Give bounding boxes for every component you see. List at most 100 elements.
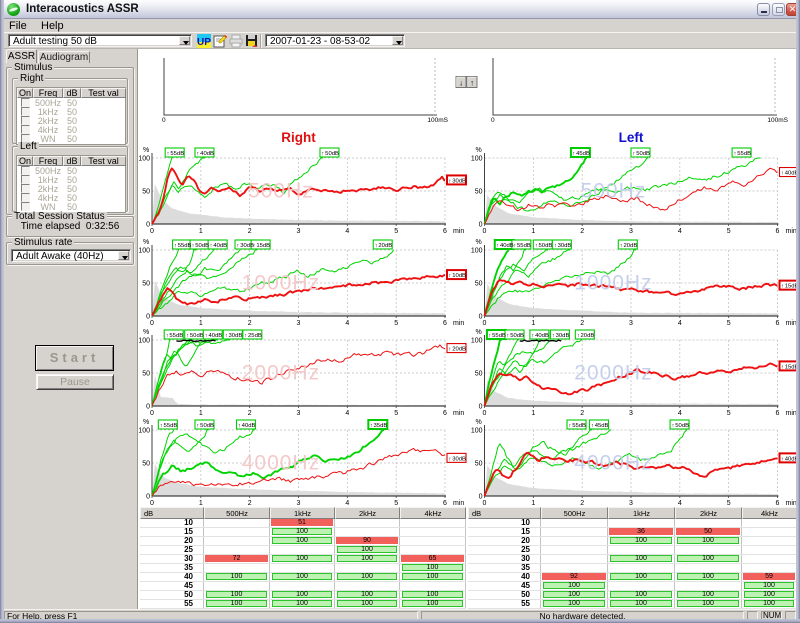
detection-flag — [242, 329, 263, 340]
flag-arrow-icon: ↑ — [174, 243, 177, 249]
combo-dropdown-icon[interactable] — [392, 36, 403, 45]
threshold-cell-no-response: 65 — [401, 555, 464, 562]
grid-line — [468, 563, 797, 564]
chart-box — [529, 329, 550, 340]
chart-right-4000hz — [151, 419, 467, 498]
sidebar-panel: ASSR Audiogram Stimulus Right On Freq dB Te… — [4, 49, 138, 609]
stimulus-on-checkbox[interactable] — [21, 107, 30, 116]
flag-label: 15dB — [785, 364, 799, 370]
chart-text: 1 — [531, 410, 535, 417]
chart-text: 0 — [146, 222, 150, 229]
threshold-col-header: dB — [468, 507, 541, 519]
chart-text: 3 — [629, 500, 633, 507]
current-level-flag — [446, 174, 467, 186]
flag-arrow-icon: ↑ — [572, 151, 575, 157]
threshold-cell-response: 100 — [610, 537, 672, 544]
detection-flag — [569, 147, 591, 158]
green-response-curve — [151, 249, 257, 317]
flag-arrow-icon: ↑ — [620, 243, 623, 249]
stimulus-on-checkbox[interactable] — [21, 98, 30, 107]
tab-assr[interactable]: ASSR — [6, 49, 37, 63]
chart-box — [455, 76, 467, 88]
chart-box — [446, 174, 467, 186]
save-icon[interactable] — [245, 34, 259, 48]
chart-text: 4 — [345, 410, 349, 417]
test-profile-combobox[interactable]: Adult testing 50 dB — [8, 34, 192, 47]
green-response-curve — [484, 339, 583, 407]
chart-text: 0 — [479, 222, 483, 229]
flag-label: 50dB — [325, 151, 339, 157]
chart-text: 100 — [138, 156, 150, 163]
grid-line — [468, 572, 797, 573]
window-title: Interacoustics ASSR — [26, 3, 139, 15]
tab-audiogram[interactable]: Audiogram — [38, 51, 90, 63]
threshold-cell-no-response: 36 — [609, 528, 673, 535]
chart-text: 0 — [483, 228, 487, 235]
flag-label: 50dB — [675, 423, 689, 429]
edit-report-icon[interactable] — [213, 34, 228, 48]
chart-text: 100 — [138, 248, 150, 255]
threshold-db-label: 10 — [521, 518, 530, 527]
stimulus-on-checkbox[interactable] — [21, 193, 30, 202]
chart-text: 4000Hz — [574, 452, 652, 475]
stimulus-on-checkbox[interactable] — [21, 125, 30, 134]
chart-text: 6 — [776, 320, 780, 327]
flag-label: 20dB — [452, 347, 466, 353]
flag-arrow-icon: ↑ — [225, 333, 228, 339]
red-response-curve — [151, 344, 445, 406]
flag-arrow-icon: ↑ — [633, 151, 636, 157]
current-level-flag — [446, 343, 467, 354]
stimulus-on-checkbox[interactable] — [21, 175, 30, 184]
stimulus-rate-combobox[interactable]: Adult Awake (40Hz) — [11, 249, 131, 262]
chart-text: 6 — [776, 410, 780, 417]
grid-line — [140, 599, 466, 600]
chart-text: 6 — [443, 228, 447, 235]
chart-text: 5 — [727, 410, 731, 417]
minimize-button[interactable] — [757, 3, 770, 16]
scroll-up-button[interactable] — [466, 76, 478, 88]
threshold-col-header: 4kHz — [742, 507, 797, 519]
combo-dropdown-icon[interactable] — [118, 251, 129, 260]
chart-box — [231, 34, 241, 40]
green-response-curve — [484, 249, 526, 316]
green-response-curve — [151, 339, 231, 407]
session-combobox[interactable]: 2007-01-23 - 08-53-02 — [265, 34, 405, 47]
chart-text: 1000Hz — [574, 272, 652, 295]
menu-help[interactable]: Help — [41, 20, 64, 32]
scroll-down-button[interactable] — [455, 76, 467, 88]
flag-arrow-icon: ↑ — [734, 151, 737, 157]
stimulus-on-checkbox[interactable] — [21, 116, 30, 125]
chart-text: 0 — [150, 500, 154, 507]
chart-text: % — [476, 147, 482, 154]
chart-text: % — [143, 147, 149, 154]
stimulus-on-checkbox[interactable] — [21, 202, 30, 211]
pause-button[interactable]: Pause — [36, 374, 114, 390]
chart-text: 0 — [479, 494, 483, 501]
stimulus-on-checkbox[interactable] — [21, 184, 30, 193]
chart-box — [669, 419, 690, 430]
chart-text: 2000Hz — [574, 362, 652, 385]
threshold-cell-response: 100 — [337, 546, 397, 553]
threshold-cell-no-response: 50 — [676, 528, 740, 535]
combo-dropdown-icon[interactable] — [179, 36, 190, 45]
chart-canvas — [213, 34, 228, 48]
threshold-cell-response: 100 — [337, 591, 397, 598]
chart-text: 6 — [443, 320, 447, 327]
menu-file[interactable]: File — [9, 20, 27, 32]
flag-label: 40dB — [208, 333, 222, 339]
chart-box — [248, 41, 255, 46]
chart-text: 2 — [580, 500, 584, 507]
maximize-button[interactable] — [772, 3, 785, 16]
chart-text: min — [786, 228, 797, 235]
patient-up-icon[interactable]: UP — [197, 34, 211, 48]
print-icon[interactable] — [229, 34, 243, 48]
chart-text: 50 — [142, 461, 150, 468]
detection-flag — [551, 239, 572, 250]
start-button[interactable]: Start — [35, 345, 114, 371]
flag-arrow-icon: ↑ — [569, 423, 572, 429]
chart-text: 5 — [727, 320, 731, 327]
stimulus-on-checkbox[interactable] — [21, 166, 30, 175]
chart-text: min — [453, 320, 464, 327]
chart-text: 6 — [776, 500, 780, 507]
flag-label: 50dB — [510, 333, 524, 339]
